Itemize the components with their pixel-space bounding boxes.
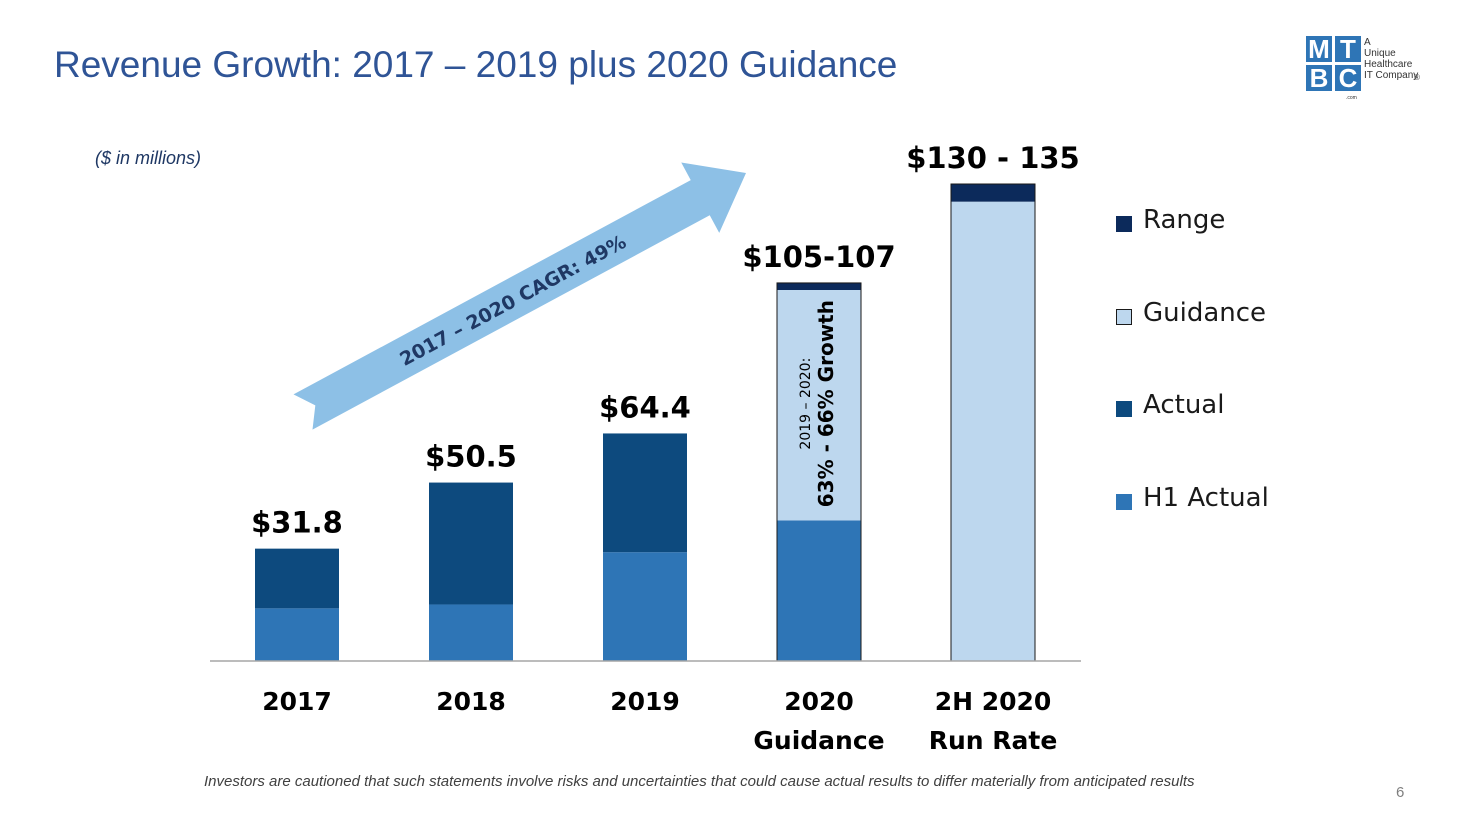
x-tick-label: 2018	[436, 687, 506, 716]
legend-label: Range	[1143, 205, 1226, 235]
bar-segment-actual	[255, 548, 339, 609]
disclaimer: Investors are cautioned that such statem…	[204, 773, 1195, 790]
bar-segment-guidance	[951, 201, 1035, 661]
logo-tagline: A Unique Healthcare IT Company	[1364, 37, 1418, 81]
unit-note: ($ in millions)	[95, 148, 202, 168]
x-tick-label: 2017	[262, 687, 332, 716]
cagr-arrow: 2017 – 2020 CAGR: 49%	[293, 162, 747, 430]
growth-annotation-value: 63% - 66% Growth	[814, 300, 838, 507]
bar-segment-guidance	[777, 290, 861, 521]
legend-swatch-guidance	[1116, 309, 1132, 325]
x-tick-label: 2019	[610, 687, 680, 716]
x-tick-label: Run Rate	[929, 726, 1058, 755]
x-tick-label: Guidance	[753, 726, 884, 755]
bar-segment-actual	[429, 482, 513, 605]
bar-segment-h1-actual	[603, 552, 687, 661]
bar-segment-h1-actual	[777, 520, 861, 661]
slide-title: Revenue Growth: 2017 – 2019 plus 2020 Gu…	[54, 44, 898, 85]
bar-segment-actual	[603, 433, 687, 553]
bar-segment-range	[777, 282, 861, 290]
bar-segment-h1-actual	[429, 604, 513, 661]
mtbc-logo: M T B C A Unique Healthcare IT Company ®…	[1306, 36, 1426, 106]
legend-swatch-actual	[1116, 401, 1132, 417]
cagr-arrow-shape	[293, 162, 747, 430]
data-label: $31.8	[251, 506, 343, 540]
legend-label: H1 Actual	[1143, 483, 1269, 513]
data-label: $105-107	[742, 240, 895, 274]
logo-dotcom: .com	[1346, 95, 1357, 101]
cagr-label: 2017 – 2020 CAGR: 49%	[396, 231, 630, 371]
legend-label: Guidance	[1143, 298, 1267, 328]
data-label: $50.5	[425, 440, 517, 474]
logo-registered-mark: ®	[1414, 73, 1420, 82]
logo-tagline-line: Healthcare	[1364, 59, 1413, 70]
x-tick-label: 2020	[784, 687, 854, 716]
legend-swatch-h1-actual	[1116, 494, 1132, 510]
logo-letter-m: M	[1306, 36, 1332, 62]
logo-tagline-line: A	[1364, 37, 1371, 48]
logo-letter-c: C	[1335, 65, 1361, 91]
legend-swatch-range	[1116, 216, 1132, 232]
data-label: $64.4	[599, 390, 691, 424]
growth-annotation: 2019 – 2020: 63% - 66% Growth	[798, 300, 838, 507]
growth-annotation-period: 2019 – 2020:	[798, 358, 814, 450]
bar-segment-range	[951, 184, 1035, 202]
x-tick-label: 2H 2020	[935, 687, 1052, 716]
data-label: $130 - 135	[906, 141, 1079, 175]
logo-letter-t: T	[1335, 36, 1361, 62]
bar-segment-h1-actual	[255, 608, 339, 661]
logo-tagline-line: Unique	[1364, 48, 1396, 59]
logo-tagline-line: IT Company	[1364, 70, 1419, 81]
logo-letter-b: B	[1306, 65, 1332, 91]
page-number: 6	[1396, 784, 1405, 801]
legend-label: Actual	[1143, 390, 1225, 420]
